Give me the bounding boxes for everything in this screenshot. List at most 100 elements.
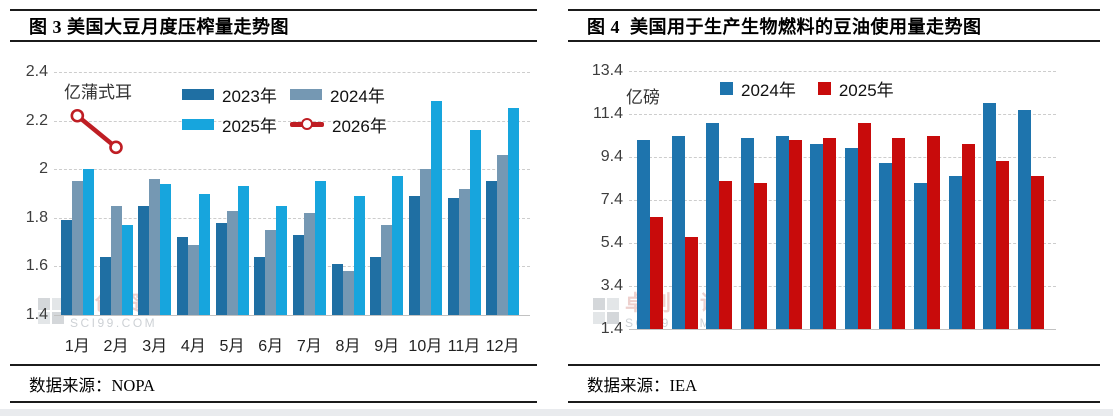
x-axis-label: 10月 (408, 338, 443, 355)
bar-2025年-g8 (892, 137, 906, 329)
bar-2024年-11月 (458, 188, 470, 315)
panel-title-row: 图 4 美国用于生产生物燃料的豆油使用量走势图 (568, 9, 1100, 42)
y-axis-label: 9.4 (600, 148, 623, 165)
bar-2023年-5月 (215, 222, 227, 315)
legend-label-2024: 2024年 (741, 81, 796, 100)
bar-2025年-g3 (719, 180, 733, 329)
bar-2023年-7月 (292, 234, 304, 315)
bar-2024年-4月 (187, 244, 199, 315)
bar-2024年-1月 (71, 181, 83, 315)
legend-row-1: 2023年 2024年 (182, 79, 398, 109)
bar-2023年-1月 (60, 220, 72, 315)
bar-2024年-g5 (775, 135, 789, 329)
bar-2024年-g7 (844, 148, 858, 329)
y-axis-label: 7.4 (600, 191, 623, 208)
bar-2025年-5月 (237, 186, 249, 315)
y-axis-label: 2 (39, 160, 48, 178)
bar-2025年-g7 (857, 122, 871, 329)
gridline-13.4 (629, 71, 1056, 72)
y-axis-label: 1.4 (25, 306, 48, 323)
bar-2024年-g9 (913, 182, 927, 329)
y-axis-unit-label: 亿磅 (626, 88, 660, 107)
legend-swatch-2025 (182, 118, 214, 130)
bar-2023年-12月 (486, 181, 498, 315)
gridline-5.4 (629, 243, 1056, 244)
gridline-3.4 (629, 286, 1056, 287)
bar-2025年-1月 (82, 169, 94, 315)
y-axis-label: 11.4 (593, 105, 623, 122)
chart-title: 图 4 美国用于生产生物燃料的豆油使用量走势图 (587, 16, 982, 37)
bar-2025年-12月 (508, 108, 520, 315)
gridline-11.4 (629, 114, 1056, 115)
gridline-2 (54, 169, 530, 171)
legend-label-2025: 2025年 (222, 116, 277, 136)
bar-2025年-4月 (198, 193, 210, 315)
crush-chart-plot: 亿蒲式耳 2023年 2024年 2025年 (10, 42, 537, 364)
legend-swatch-2024 (290, 88, 322, 100)
bar-2024年-10月 (419, 169, 431, 315)
data-source-label: 数据来源：NOPA (29, 375, 155, 395)
gridline-9.4 (629, 157, 1056, 158)
y-axis-label: 3.4 (600, 277, 623, 294)
line-marker (70, 108, 85, 123)
gridline-1.8 (54, 217, 530, 219)
chart-title: 图 3 美国大豆月度压榨量走势图 (29, 16, 289, 37)
bar-2023年-6月 (254, 256, 266, 315)
x-axis-label: 11月 (447, 338, 481, 355)
bar-2025年-11月 (469, 130, 481, 315)
legend: 2023年 2024年 2025年 2026年 (182, 79, 398, 139)
bar-2025年-2月 (121, 225, 133, 315)
bar-2023年-10月 (408, 195, 420, 315)
bar-2024年-g12 (1017, 109, 1031, 329)
source-row: 数据来源：NOPA (10, 364, 537, 403)
legend-label-2026: 2026年 (332, 116, 387, 136)
legend-swatch-2023 (182, 88, 214, 100)
x-axis-label: 2月 (103, 338, 129, 355)
legend-label-2025: 2025年 (838, 81, 894, 100)
x-axis-label: 3月 (142, 338, 168, 355)
bar-2025年-3月 (160, 183, 172, 315)
bar-2024年-g3 (706, 122, 720, 329)
bar-2024年-9月 (381, 225, 393, 315)
bar-2025年-g6 (823, 137, 837, 329)
x-axis-label: 7月 (296, 338, 322, 355)
legend-label-2024: 2024年 (330, 86, 385, 106)
bar-2024年-5月 (226, 210, 238, 315)
x-axis-label: 12月 (485, 338, 520, 355)
bar-2024年-g2 (671, 135, 685, 329)
bar-2024年-g11 (983, 103, 997, 329)
bar-2023年-4月 (176, 237, 188, 315)
bar-2025年-g4 (754, 182, 768, 329)
bar-2024年-2月 (110, 205, 122, 315)
gridline-1.4 (54, 315, 530, 316)
y-axis-label: 13.4 (591, 62, 623, 79)
soyoil-chart-plot: 亿磅 2024年 2025年 卓创资讯 SCI99.COM 13.411.49.… (568, 42, 1100, 364)
panel-soyoil-biofuel: 图 4 美国用于生产生物燃料的豆油使用量走势图 亿磅 2024年 2025年 卓… (568, 9, 1100, 403)
gridline-1.6 (54, 266, 530, 268)
legend-swatch-2024 (720, 82, 733, 95)
legend-item-2024: 2024年 (290, 82, 398, 107)
x-axis-label: 4月 (180, 338, 206, 355)
bar-2025年-g12 (1030, 176, 1044, 329)
watermark-en: SCI99.COM (70, 316, 158, 330)
bar-2025年-6月 (276, 205, 288, 315)
bar-2025年-g9 (926, 135, 940, 329)
bar-2025年-g10 (961, 144, 975, 329)
y-axis-label: 2.2 (25, 111, 48, 129)
bar-2024年-g1 (637, 139, 651, 329)
bar-2024年-g10 (948, 176, 962, 329)
bar-2025年-g2 (684, 236, 698, 329)
x-axis-label: 1月 (64, 338, 90, 355)
y-axis-unit-label: 亿蒲式耳 (64, 83, 132, 102)
bar-2023年-8月 (331, 263, 343, 315)
legend-line-swatch-2026 (290, 117, 324, 130)
line-marker (109, 140, 123, 155)
y-axis-label: 1.6 (25, 257, 48, 275)
legend-row-2: 2025年 2026年 (182, 109, 398, 139)
panel-title-row: 图 3 美国大豆月度压榨量走势图 (10, 9, 537, 42)
legend-marker-dot-icon (301, 117, 313, 130)
legend-label-2023: 2023年 (222, 86, 277, 106)
bar-2024年-7月 (303, 212, 315, 315)
page-bottom-strip (0, 409, 1113, 416)
